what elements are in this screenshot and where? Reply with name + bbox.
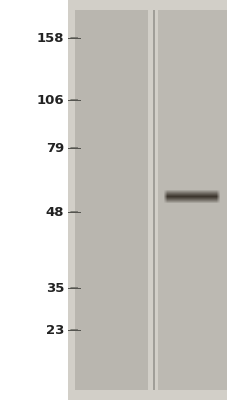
Text: 48: 48 bbox=[45, 206, 64, 218]
Text: 79: 79 bbox=[46, 142, 64, 154]
Text: —: — bbox=[70, 144, 78, 152]
Text: —: — bbox=[70, 34, 78, 42]
Text: —: — bbox=[70, 326, 78, 334]
Text: —: — bbox=[70, 96, 78, 104]
Text: 106: 106 bbox=[36, 94, 64, 106]
Text: 35: 35 bbox=[45, 282, 64, 294]
Text: —: — bbox=[70, 208, 78, 216]
Text: 23: 23 bbox=[45, 324, 64, 336]
Text: 158: 158 bbox=[36, 32, 64, 44]
Text: —: — bbox=[70, 284, 78, 292]
